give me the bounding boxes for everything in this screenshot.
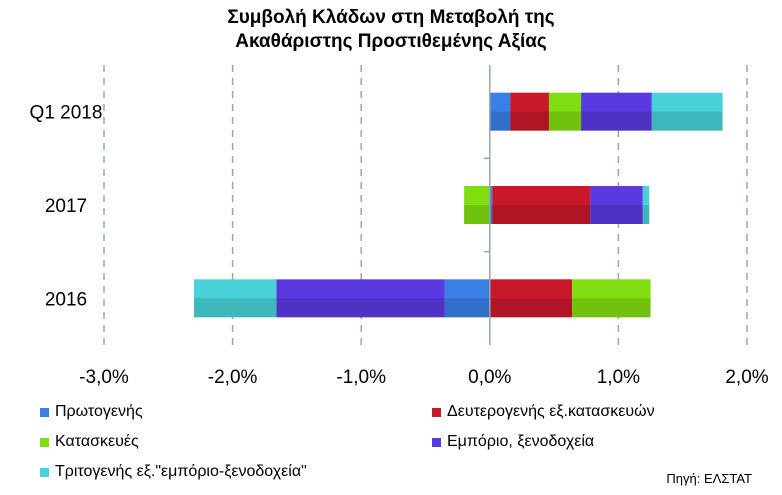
bar-segment <box>548 92 582 131</box>
bar-segment <box>464 186 490 224</box>
legend-item: Πρωτογενής <box>40 403 143 421</box>
bar-segment <box>590 186 643 224</box>
bar-segment <box>444 279 490 318</box>
x-tick-label: -1,0% <box>336 367 386 388</box>
legend-label: Δευτερογενής εξ.κατασκευών <box>447 403 655 420</box>
x-tick-label: 2,0% <box>725 367 768 388</box>
plot-area: -3,0% -2,0% -1,0% 0,0% 1,0% 2,0% Q1 2018 2017 20… <box>30 65 769 388</box>
bar-segment <box>489 279 573 318</box>
bar-shade <box>464 205 490 224</box>
bar-shade <box>642 205 650 224</box>
legend-item: Κατασκευές <box>40 433 139 451</box>
bar-shade <box>276 298 445 318</box>
bar-segment <box>489 186 493 224</box>
bar-segment <box>581 92 652 131</box>
x-tick-label: 1,0% <box>597 367 640 388</box>
legend-swatch <box>432 437 441 447</box>
bar-shade <box>581 111 652 131</box>
x-tick-label: 0,0% <box>468 367 511 388</box>
bar-segment <box>572 279 651 318</box>
x-tick-label: -2,0% <box>208 367 258 388</box>
category-label: 2017 <box>45 196 87 217</box>
legend-item: Δευτερογενής εξ.κατασκευών <box>432 403 655 421</box>
title-line-2: Ακαθάριστης Προστιθεμένης Αξίας <box>235 31 547 52</box>
legend-label: Εμπόριο, ξενοδοχεία <box>447 433 595 450</box>
legend-item: Εμπόριο, ξενοδοχεία <box>432 433 594 451</box>
bar-segment <box>489 92 511 131</box>
bar-segment <box>276 279 445 318</box>
bar-segment <box>492 186 591 224</box>
bar-shade <box>489 298 573 318</box>
bar-shade <box>590 205 643 224</box>
category-label: 2016 <box>45 289 87 310</box>
bar-segment <box>194 279 277 318</box>
bar-segment <box>642 186 650 224</box>
legend-item: Τριτογενής εξ."εμπόριο-ξενοδοχεία" <box>40 463 307 481</box>
bar-shade <box>489 111 511 131</box>
legend-swatch <box>432 407 441 417</box>
legend-swatch <box>40 467 49 477</box>
source-note: Πηγή: ΕΛΣΤΑΤ <box>666 471 752 486</box>
legend-label: Τριτογενής εξ."εμπόριο-ξενοδοχεία" <box>55 463 307 480</box>
bar-segment <box>510 92 549 131</box>
legend-swatch <box>40 407 49 417</box>
category-label: Q1 2018 <box>30 103 103 124</box>
legend-label: Κατασκευές <box>55 433 139 450</box>
title-line-1: Συμβολή Κλάδων στη Μεταβολή της <box>227 7 555 28</box>
bar-shade <box>572 298 651 318</box>
bar-segment <box>651 92 723 131</box>
bar-shade <box>194 298 277 318</box>
bar-shade <box>492 205 591 224</box>
bar-shade <box>510 111 549 131</box>
bar-shade <box>651 111 723 131</box>
legend-swatch <box>40 437 49 447</box>
bar-shade <box>548 111 582 131</box>
legend-label: Πρωτογενής <box>55 403 143 420</box>
bar-shade <box>489 205 493 224</box>
chart-title: Συμβολή Κλάδων στη Μεταβολή της Ακαθάρισ… <box>0 6 782 54</box>
x-tick-label: -3,0% <box>79 367 129 388</box>
bar-shade <box>444 298 490 318</box>
